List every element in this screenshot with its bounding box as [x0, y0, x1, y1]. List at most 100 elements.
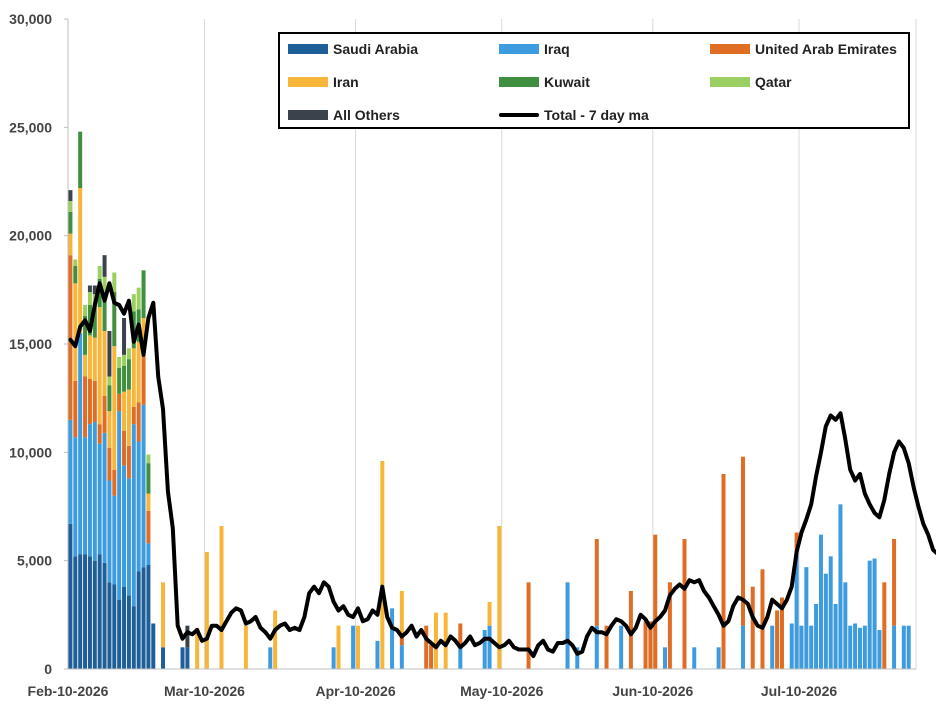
bar-segment [872, 558, 877, 669]
bar-segment [331, 647, 336, 669]
bar-segment [73, 556, 78, 669]
bar-segment [146, 463, 151, 494]
bar-segment [87, 556, 92, 669]
y-tick-label: 5,000 [17, 553, 52, 569]
bar-segment [399, 591, 404, 635]
y-tick-label: 30,000 [9, 11, 52, 27]
y-tick-label: 25,000 [9, 119, 52, 135]
legend-swatch [710, 77, 750, 87]
bar-segment [87, 292, 92, 305]
bar-segment [565, 582, 570, 669]
bar-segment [789, 623, 794, 669]
bar-segment [92, 285, 97, 295]
bar-segment [87, 285, 92, 292]
bar-segment [97, 424, 102, 444]
y-tick-label: 0 [44, 661, 52, 677]
bar-segment [117, 393, 122, 412]
legend-item-all-others: All Others [288, 105, 400, 125]
bar-segment [838, 504, 843, 669]
bar-segment [92, 380, 97, 422]
bar-segment [122, 318, 127, 355]
bar-segment [146, 454, 151, 464]
bar-segment [122, 354, 127, 366]
bars [68, 131, 911, 669]
y-tick-label: 10,000 [9, 444, 52, 460]
bar-segment [487, 625, 492, 669]
x-tick-label: Jul-10-2026 [761, 683, 837, 699]
bar-segment [78, 333, 83, 555]
bar-segment [619, 625, 624, 669]
bar-segment [161, 582, 166, 648]
bar-segment [92, 560, 97, 669]
bar-segment [877, 630, 882, 669]
bar-segment [594, 539, 599, 626]
bar-segment [92, 422, 97, 561]
bar-segment [122, 586, 127, 669]
bar-segment [843, 582, 848, 669]
bar-segment [102, 255, 107, 277]
bar-segment [487, 601, 492, 626]
bar-segment [102, 396, 107, 433]
bar-segment [68, 190, 73, 201]
legend-item-iraq: Iraq [499, 39, 570, 59]
bar-segment [375, 640, 380, 669]
bar-segment [146, 510, 151, 544]
legend-swatch [288, 110, 328, 120]
bar-segment [126, 445, 131, 479]
bar-segment [219, 526, 224, 669]
x-tick-label: Mar-10-2026 [164, 683, 245, 699]
bar-segment [68, 233, 73, 256]
bar-segment [794, 532, 799, 555]
bar-segment [83, 315, 88, 355]
bar-segment [83, 354, 88, 377]
bar-segment [102, 276, 107, 292]
legend-item-kuwait: Kuwait [499, 72, 590, 92]
bar-segment [141, 318, 146, 351]
bar-segment [107, 448, 112, 481]
bar-segment [102, 331, 107, 396]
bar-segment [136, 341, 141, 403]
legend-label: United Arab Emirates [755, 41, 897, 57]
bar-segment [126, 348, 131, 360]
bar-segment [799, 625, 804, 669]
legend-label: All Others [333, 107, 400, 123]
bar-segment [204, 552, 209, 669]
bar-segment [429, 645, 434, 669]
bar-segment [97, 279, 102, 308]
bar-segment [853, 623, 858, 669]
bar-segment [87, 335, 92, 379]
bar-segment [73, 437, 78, 557]
bar-segment [78, 131, 83, 188]
bar-segment [112, 584, 117, 669]
bar-segment [716, 647, 721, 669]
bar-segment [136, 287, 141, 310]
bar-segment [161, 647, 166, 669]
bar-segment [828, 556, 833, 669]
bar-segment [823, 573, 828, 669]
bar-segment [243, 625, 248, 669]
bar-segment [83, 376, 88, 438]
bar-segment [653, 534, 658, 669]
x-axis-ticks: Feb-10-2026 Mar-10-2026 Apr-10-2026 May-10-… [28, 683, 838, 699]
bar-segment [185, 647, 190, 669]
bar-segment [107, 480, 112, 583]
bar-segment [770, 625, 775, 669]
bar-segment [126, 389, 131, 446]
bar-segment [131, 348, 136, 407]
x-tick-label: Jun-10-2026 [612, 683, 693, 699]
x-tick-label: Apr-10-2026 [315, 683, 395, 699]
bar-segment [122, 430, 127, 466]
bar-segment [814, 604, 819, 669]
bar-segment [901, 625, 906, 669]
bar-segment [151, 623, 156, 669]
bar-segment [424, 625, 429, 669]
legend-label: Saudi Arabia [333, 41, 419, 57]
bar-segment [68, 523, 73, 669]
legend-label: Total - 7 day ma [544, 107, 649, 123]
bar-segment [141, 567, 146, 669]
bar-segment [112, 292, 117, 347]
bar-segment [497, 526, 502, 669]
legend-item-qatar: Qatar [710, 72, 792, 92]
bar-segment [73, 266, 78, 284]
